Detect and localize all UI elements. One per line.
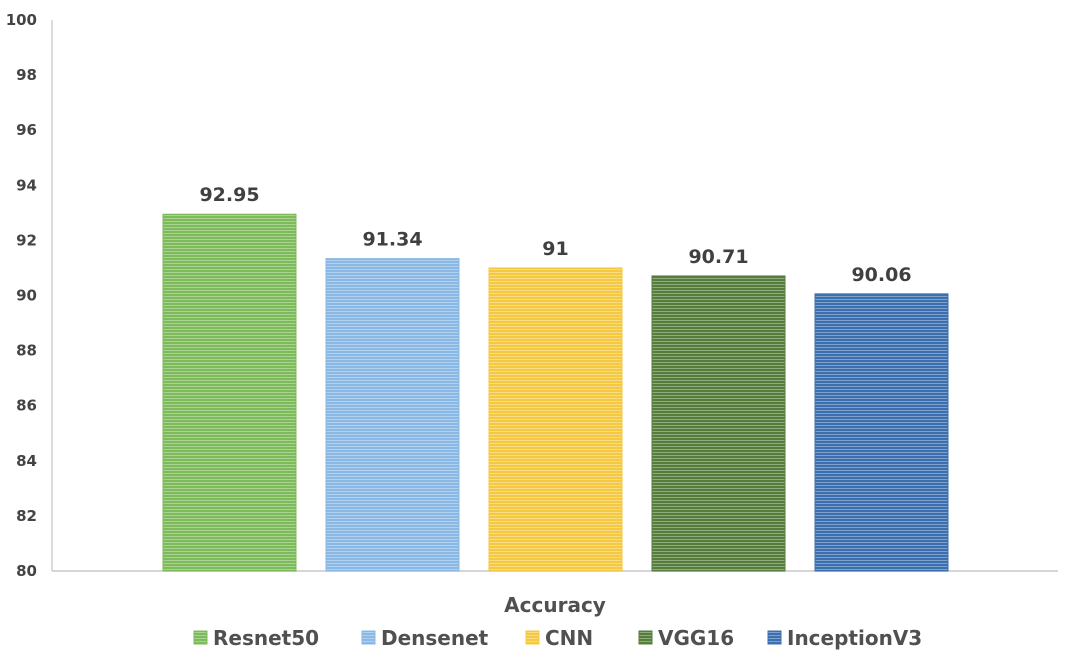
data-label: 92.95 <box>199 184 259 206</box>
legend-label: InceptionV3 <box>787 626 922 650</box>
bars-group <box>162 213 949 572</box>
legend-label: Resnet50 <box>213 626 319 650</box>
bar-cnn <box>488 267 623 572</box>
y-tick-label: 84 <box>16 452 37 470</box>
data-label: 90.71 <box>688 246 748 268</box>
legend-swatch <box>193 630 208 645</box>
y-tick-label: 92 <box>16 231 37 249</box>
bar-densenet <box>325 258 460 572</box>
y-tick-label: 90 <box>16 287 37 305</box>
bar-inceptionv3 <box>814 293 949 572</box>
y-tick-label: 96 <box>16 121 37 139</box>
y-tick-label: 94 <box>16 176 37 194</box>
legend-label: Densenet <box>381 626 489 650</box>
y-tick-label: 98 <box>16 66 37 84</box>
data-labels-group: 92.95 91.34 91 90.71 90.06 <box>199 184 911 286</box>
legend: Resnet50 Densenet CNN VGG16 InceptionV3 <box>193 626 922 650</box>
bar-vgg16 <box>651 275 786 572</box>
y-tick-label: 80 <box>16 562 37 580</box>
legend-label: VGG16 <box>658 626 734 650</box>
legend-swatch <box>361 630 376 645</box>
legend-swatch <box>638 630 653 645</box>
y-axis-ticks: 80 82 84 86 88 90 92 94 96 98 100 <box>6 11 37 580</box>
data-label: 90.06 <box>851 264 911 286</box>
y-tick-label: 88 <box>16 342 37 360</box>
y-tick-label: 86 <box>16 397 37 415</box>
legend-swatch <box>767 630 782 645</box>
data-label: 91 <box>542 238 568 260</box>
legend-label: CNN <box>545 626 593 650</box>
x-axis-label: Accuracy <box>504 593 606 617</box>
data-label: 91.34 <box>362 229 422 251</box>
legend-swatch <box>525 630 540 645</box>
y-tick-label: 82 <box>16 507 37 525</box>
y-tick-label: 100 <box>6 11 37 29</box>
bar-resnet50 <box>162 213 297 572</box>
